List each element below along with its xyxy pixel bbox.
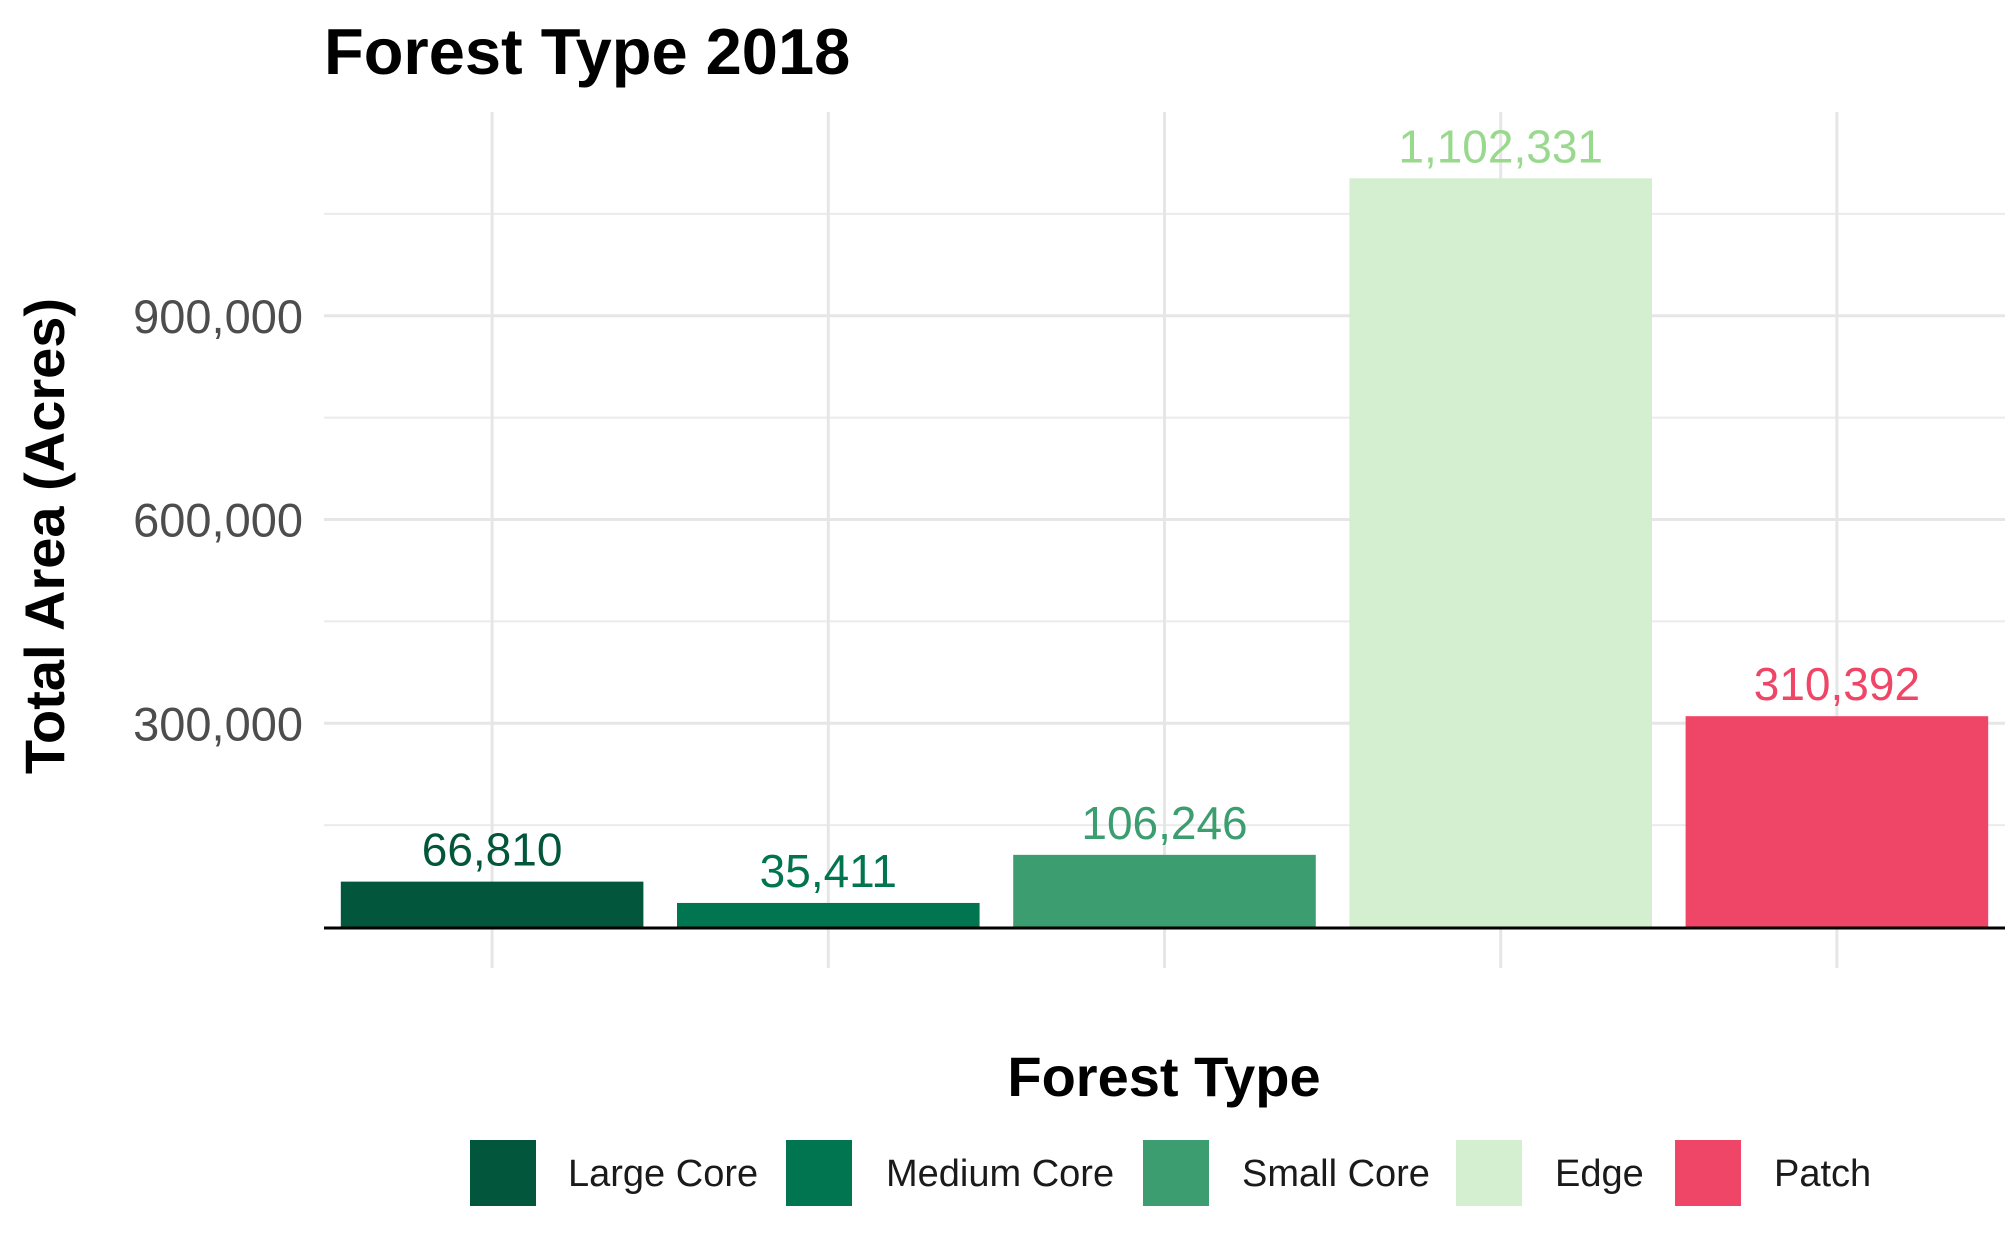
legend-key-small-core [1143, 1140, 1209, 1206]
data-label-medium-core: 35,411 [760, 845, 897, 897]
legend-label-medium-core: Medium Core [886, 1153, 1114, 1195]
legend-label-edge: Edge [1555, 1153, 1644, 1195]
bar-large-core [340, 881, 644, 927]
chart-title: Forest Type 2018 [324, 15, 850, 88]
legend-key-medium-core [786, 1140, 852, 1206]
data-label-patch: 310,392 [1754, 658, 1920, 710]
y-tick-label: 600,000 [133, 494, 303, 547]
legend-label-patch: Patch [1774, 1153, 1871, 1195]
bar-small-core [1013, 854, 1316, 927]
bars [340, 178, 1989, 928]
legend: Large Core Medium Core Small Core Edge Patch [470, 1140, 1871, 1206]
y-axis-title: Total Area (Acres) [13, 298, 76, 774]
y-tick-label: 900,000 [133, 290, 303, 343]
y-tick-label: 300,000 [133, 697, 303, 750]
legend-label-large-core: Large Core [568, 1153, 758, 1195]
data-labels: 66,810 35,411 106,246 1,102,331 310,392 [422, 120, 1920, 897]
x-axis-title: Forest Type [1007, 1045, 1320, 1108]
bar-medium-core [677, 902, 980, 927]
y-axis-ticks: 300,000 600,000 900,000 [133, 290, 303, 751]
data-label-edge: 1,102,331 [1398, 120, 1603, 172]
data-label-large-core: 66,810 [422, 824, 563, 876]
legend-key-large-core [470, 1140, 536, 1206]
bar-edge [1349, 178, 1652, 928]
legend-label-small-core: Small Core [1242, 1153, 1430, 1195]
legend-key-patch [1675, 1140, 1741, 1206]
data-label-small-core: 106,246 [1081, 797, 1247, 849]
legend-key-edge [1456, 1140, 1522, 1206]
bar-patch [1685, 716, 1989, 927]
